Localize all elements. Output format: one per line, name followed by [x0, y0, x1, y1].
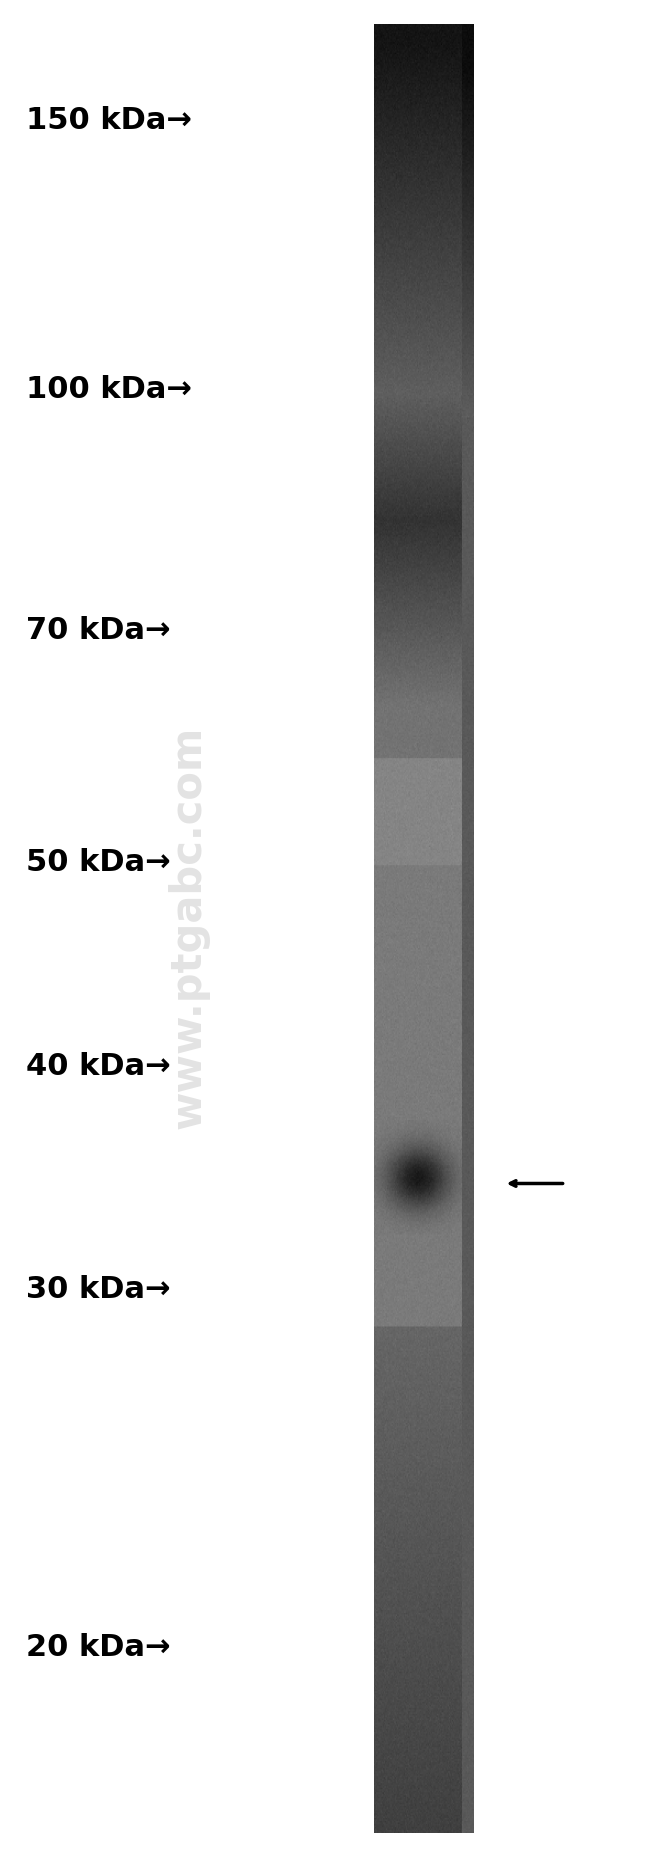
Text: 100 kDa→: 100 kDa→ — [26, 375, 192, 404]
Text: www.ptgabc.com: www.ptgabc.com — [168, 725, 209, 1130]
Text: 150 kDa→: 150 kDa→ — [26, 106, 192, 135]
Text: 40 kDa→: 40 kDa→ — [26, 1052, 170, 1081]
Text: 30 kDa→: 30 kDa→ — [26, 1274, 170, 1304]
Text: 70 kDa→: 70 kDa→ — [26, 616, 170, 646]
Text: 20 kDa→: 20 kDa→ — [26, 1632, 170, 1662]
Text: 50 kDa→: 50 kDa→ — [26, 848, 170, 877]
